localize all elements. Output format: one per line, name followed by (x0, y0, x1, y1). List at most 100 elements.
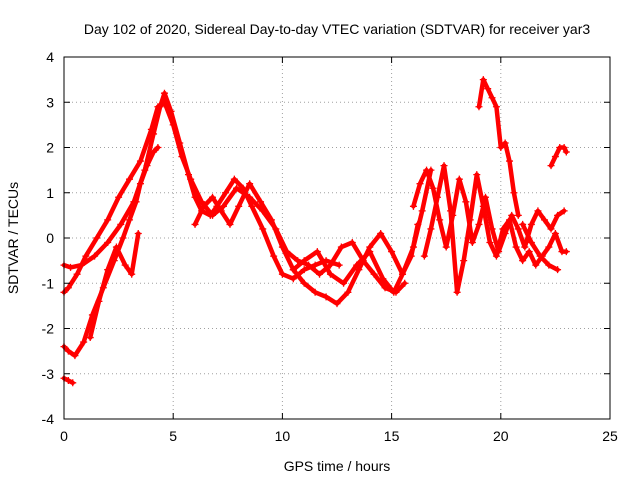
data-point (160, 98, 168, 106)
series-arc1 (61, 90, 342, 281)
y-tick-label: 2 (46, 140, 54, 156)
data-point (230, 175, 238, 183)
data-point (545, 243, 553, 251)
y-tick-label: 3 (46, 94, 54, 110)
data-point (257, 198, 265, 206)
data-point (540, 216, 548, 224)
data-point (86, 334, 94, 342)
data-point (506, 157, 514, 165)
data-point (484, 85, 492, 93)
data-point (300, 279, 308, 287)
x-axis-label: GPS time / hours (284, 458, 391, 474)
data-point (126, 216, 134, 224)
data-point (399, 270, 407, 278)
data-point (316, 270, 324, 278)
data-point (300, 257, 308, 265)
data-point (420, 252, 428, 260)
series-arc6 (192, 181, 421, 295)
data-point (187, 175, 195, 183)
data-point (248, 202, 256, 210)
data-point (69, 379, 77, 387)
data-point (132, 198, 140, 206)
data-point (93, 234, 101, 242)
data-point (554, 211, 562, 219)
x-tick-label: 15 (384, 428, 400, 444)
data-point (322, 293, 330, 301)
data-point (401, 279, 409, 287)
data-point (178, 153, 186, 161)
data-point (560, 207, 568, 215)
x-tick-label: 20 (493, 428, 509, 444)
data-point (294, 257, 302, 265)
data-point (486, 239, 494, 247)
data-point (519, 220, 527, 228)
data-point (536, 252, 544, 260)
data-point (514, 211, 522, 219)
data-point (209, 211, 217, 219)
series-arc10 (476, 77, 521, 218)
data-point (440, 162, 448, 170)
data-point (289, 275, 297, 283)
data-point (246, 180, 254, 188)
data-point (313, 248, 321, 256)
data-point (462, 198, 470, 206)
data-point (235, 202, 243, 210)
data-point (134, 229, 142, 237)
data-point (289, 266, 297, 274)
data-point (525, 248, 533, 256)
data-point (82, 252, 90, 260)
data-point (326, 261, 334, 269)
series-arc8 (411, 167, 567, 254)
data-point (475, 103, 483, 111)
data-point (475, 220, 483, 228)
data-point (427, 225, 435, 233)
data-point (460, 257, 468, 265)
series-arc7 (291, 167, 434, 306)
data-point (366, 243, 374, 251)
data-point (429, 184, 437, 192)
data-point (136, 157, 144, 165)
data-point (278, 243, 286, 251)
data-point (67, 263, 75, 271)
data-point (64, 284, 72, 292)
data-point (91, 252, 99, 260)
data-point (508, 211, 516, 219)
data-point (126, 175, 134, 183)
data-point (519, 257, 527, 265)
data-point (473, 171, 481, 179)
data-point (311, 261, 319, 269)
data-point (270, 252, 278, 260)
data-point (447, 207, 455, 215)
data-point (442, 243, 450, 251)
data-point (333, 300, 341, 308)
data-point (147, 125, 155, 133)
data-point (512, 243, 520, 251)
data-point (534, 207, 542, 215)
data-point (433, 193, 441, 201)
data-point (423, 166, 431, 174)
y-axis-label: SDTVAR / TECUs (5, 182, 21, 294)
data-point (479, 202, 487, 210)
data-point (521, 243, 529, 251)
y-tick-label: -1 (42, 275, 55, 291)
y-tick-label: 0 (46, 230, 54, 246)
y-tick-label: 1 (46, 185, 54, 201)
series-arc3 (61, 145, 161, 358)
data-point (409, 202, 417, 210)
data-point (80, 338, 88, 346)
data-point (377, 229, 385, 237)
data-point (527, 239, 535, 247)
data-point (468, 239, 476, 247)
data-point (390, 288, 398, 296)
data-point (532, 261, 540, 269)
data-point (169, 121, 177, 129)
data-point (200, 202, 208, 210)
data-point (379, 275, 387, 283)
data-point (233, 184, 241, 192)
data-point (510, 189, 518, 197)
data-point (527, 220, 535, 228)
data-point (547, 162, 555, 170)
y-tick-label: 4 (46, 49, 54, 65)
y-tick-label: -2 (42, 321, 55, 337)
